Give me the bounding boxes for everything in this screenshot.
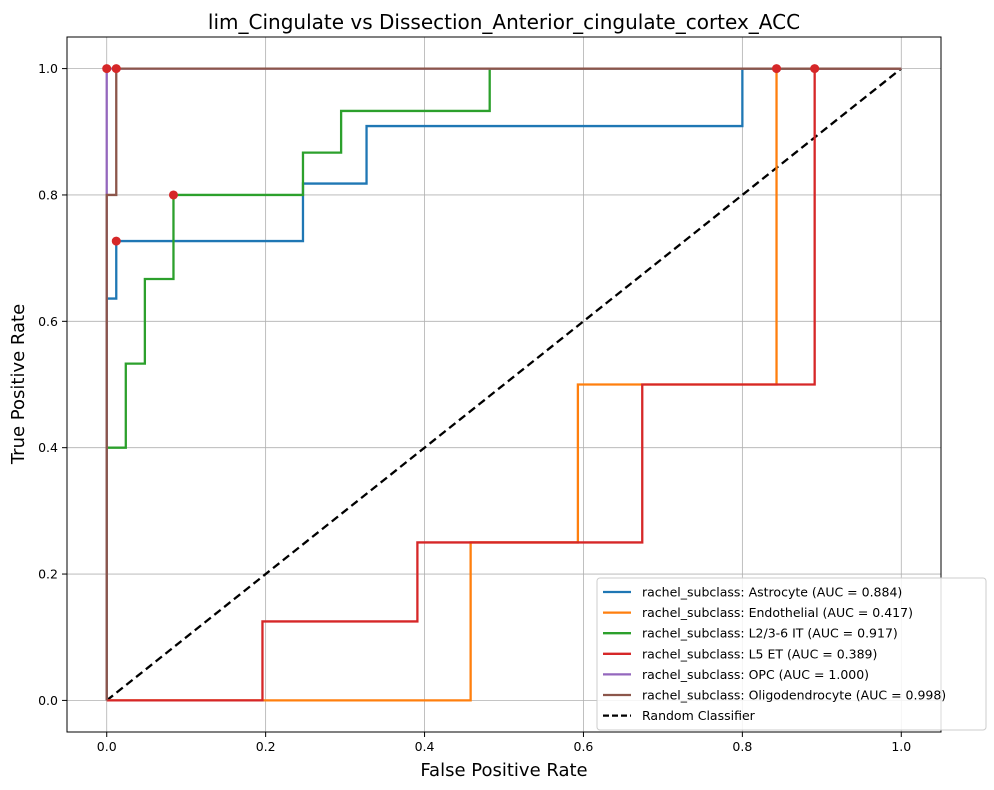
x-tick-label: 0.4 [415, 739, 435, 754]
legend-box [596, 577, 987, 731]
y-axis-label: True Positive Rate [8, 304, 29, 465]
legend-entry-label: rachel_subclass: Astrocyte (AUC = 0.884) [642, 585, 902, 600]
threshold-point [810, 64, 820, 74]
x-axis-label: False Positive Rate [420, 760, 587, 781]
roc-curve-series-1 [106, 67, 902, 702]
roc-curve-series-5 [105, 67, 902, 701]
x-tick-label: 0.6 [574, 739, 594, 754]
threshold-point [111, 236, 121, 246]
highlight-points-layer [102, 64, 820, 246]
y-tick-label: 1.0 [38, 61, 58, 76]
threshold-point [168, 190, 178, 200]
y-tick-label: 0.2 [38, 567, 58, 582]
y-tick-label: 0.4 [38, 440, 58, 455]
legend-entry-label: rachel_subclass: Endothelial (AUC = 0.41… [642, 605, 913, 620]
chart-title: lim_Cingulate vs Dissection_Anterior_cin… [208, 10, 800, 34]
roc-curve-series-3 [106, 67, 902, 702]
x-tick-label: 0.2 [256, 739, 276, 754]
threshold-point [102, 64, 112, 74]
y-tick-label: 0.0 [38, 693, 58, 708]
x-tick-label: 0.8 [732, 739, 752, 754]
series-layer [105, 67, 902, 702]
legend-entry-label: rachel_subclass: L2/3-6 IT (AUC = 0.917) [642, 626, 898, 641]
x-tick-label: 0.0 [97, 739, 117, 754]
plot-frame [66, 36, 942, 733]
legend-entry-label: rachel_subclass: Oligodendrocyte (AUC = … [642, 688, 946, 703]
x-tick-label: 1.0 [891, 739, 911, 754]
axis-ticks: 0.0 0.2 0.4 0.6 0.8 1.0 0.0 0.2 0.4 0.6 0.8 1.0 [38, 61, 911, 754]
legend-entry-label: Random Classifier [642, 708, 756, 723]
y-tick-label: 0.6 [38, 314, 58, 329]
reference-line-layer [106, 67, 902, 702]
random-classifier-line [106, 67, 902, 702]
threshold-point [772, 64, 782, 74]
legend-entry-label: rachel_subclass: OPC (AUC = 1.000) [642, 667, 869, 682]
legend-entry-label: rachel_subclass: L5 ET (AUC = 0.389) [642, 646, 877, 661]
legend: rachel_subclass: Astrocyte (AUC = 0.884)… [596, 577, 987, 731]
threshold-point [111, 64, 121, 74]
y-tick-label: 0.8 [38, 187, 58, 202]
